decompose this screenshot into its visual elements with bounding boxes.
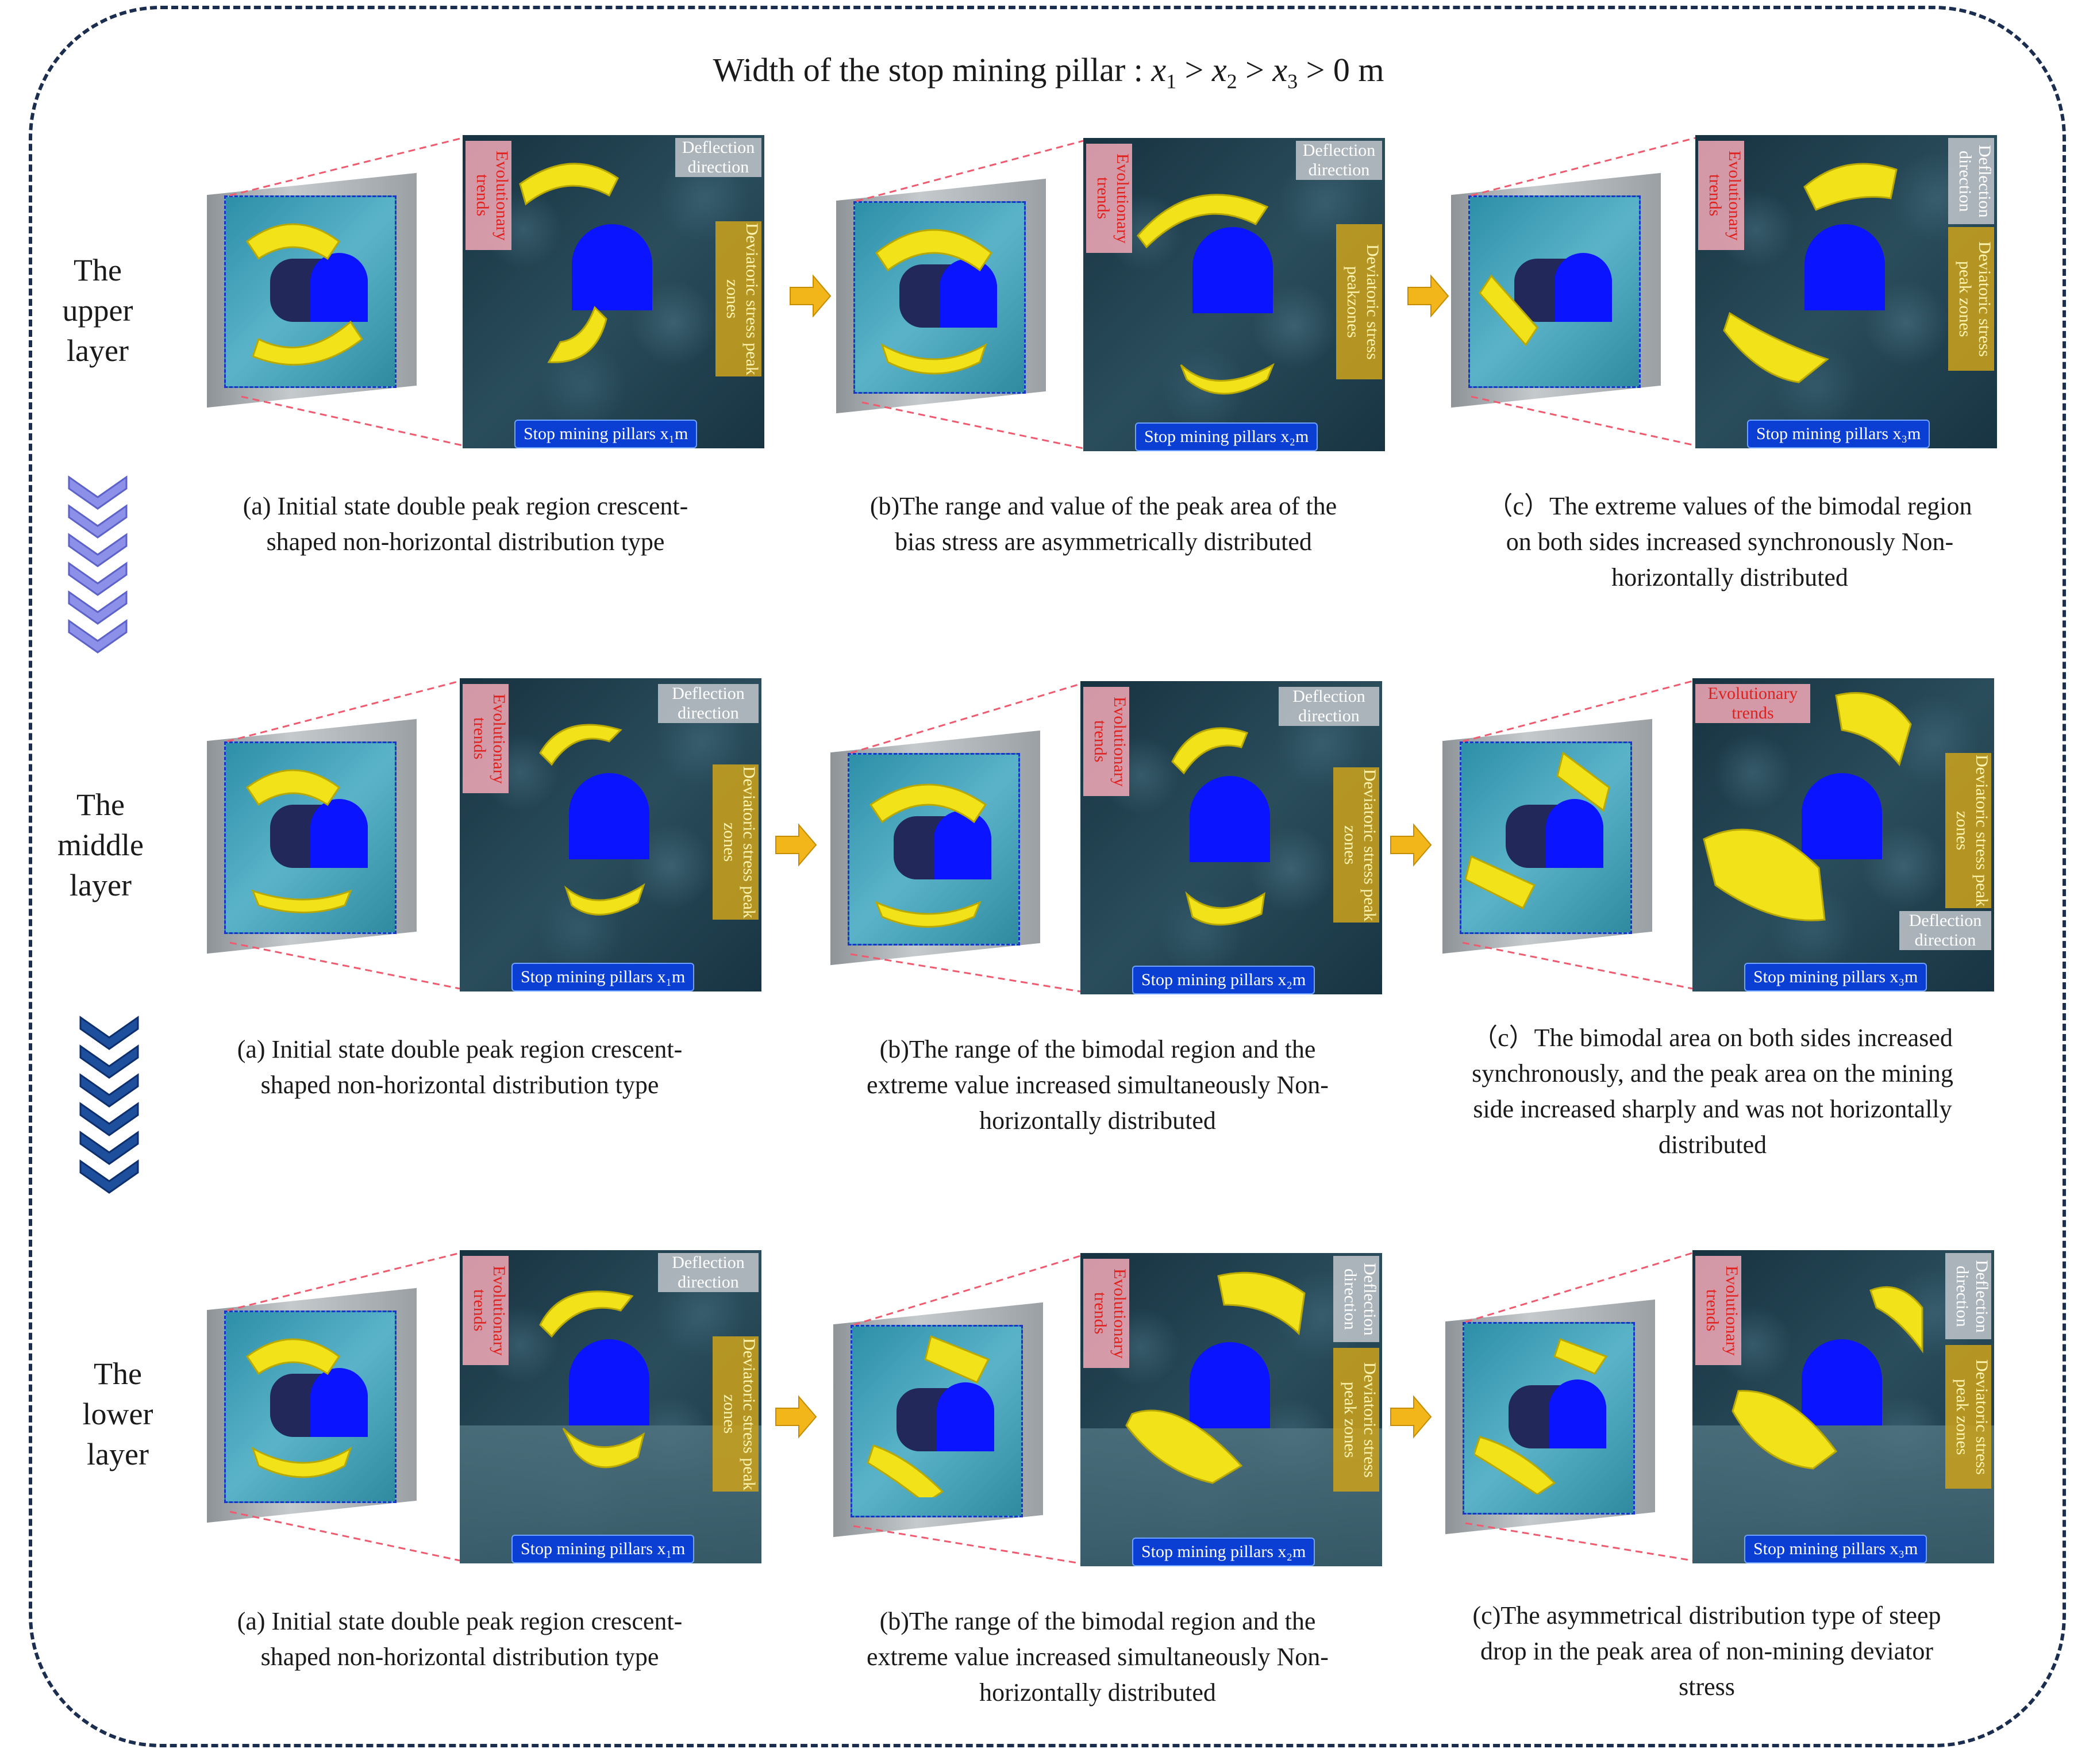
arrow-right-icon bbox=[1390, 823, 1432, 867]
caption-lower-b: (b)The range of the bimodal region and t… bbox=[867, 1607, 1329, 1707]
model-cube bbox=[207, 1288, 417, 1523]
model-cube bbox=[836, 178, 1046, 414]
deflection-direction-label: Deflection direction bbox=[658, 1253, 759, 1292]
layer-label-middle: The middle layer bbox=[57, 787, 144, 902]
chevron-down-icon bbox=[79, 1016, 139, 1194]
stress-panel: Evolutionary trends Deflection direction… bbox=[1080, 681, 1382, 994]
model-cube bbox=[830, 730, 1040, 966]
model-cube bbox=[1442, 718, 1652, 954]
arrow-right-icon bbox=[1390, 1395, 1432, 1439]
stress-panel: Evolutionary trends Deflection direction… bbox=[460, 678, 761, 991]
evolutionary-trends-label: Evolutionary trends bbox=[1083, 687, 1129, 796]
deflection-direction-label: Deflection direction bbox=[1296, 141, 1382, 180]
pillar-width-badge: Stop mining pillars x₁m bbox=[511, 1535, 695, 1563]
pillar-width-badge: Stop mining pillars x₃m bbox=[1744, 1535, 1927, 1563]
deflection-direction-label: Deflection direction bbox=[1948, 138, 1994, 224]
deviatoric-stress-label: Deviatoric stress peak zones bbox=[1948, 227, 1994, 371]
pillar-width-badge: Stop mining pillars x₂m bbox=[1132, 966, 1315, 994]
evolutionary-trends-label: Evolutionary trends bbox=[1695, 684, 1810, 723]
pillar-width-badge: Stop mining pillars x₃m bbox=[1744, 963, 1927, 991]
caption-upper-b: (b)The range and value of the peak area … bbox=[869, 492, 1337, 556]
deviatoric-stress-label: Deviatoric stress peak zones bbox=[1333, 767, 1379, 923]
deviatoric-stress-label: Deviatoric stress peak zones bbox=[1945, 753, 1991, 908]
deflection-direction-label: Deflection direction bbox=[1945, 1253, 1991, 1339]
stress-panel: Evolutionary trends Deflection direction… bbox=[1080, 1253, 1382, 1566]
deflection-direction-label: Deflection direction bbox=[1899, 911, 1991, 950]
stress-panel: Evolutionary trends Deflection direction… bbox=[460, 1250, 761, 1563]
deviatoric-stress-label: Deviatoric stress peakzones bbox=[1336, 224, 1382, 379]
stress-panel: Evolutionary trends Deflection direction… bbox=[1692, 1250, 1994, 1563]
deviatoric-stress-label: Deviatoric stress peak zones bbox=[1333, 1348, 1379, 1492]
caption-upper-a: (a) Initial state double peak region cre… bbox=[243, 492, 688, 556]
deviatoric-stress-label: Deviatoric stress peak zones bbox=[713, 764, 759, 920]
arrow-right-icon bbox=[775, 823, 817, 867]
caption-middle-b: (b)The range of the bimodal region and t… bbox=[867, 1035, 1329, 1135]
caption-upper-c: （c）The extreme values of the bimodal reg… bbox=[1487, 492, 1972, 591]
arrow-right-icon bbox=[1407, 274, 1449, 318]
layer-label-lower: The lower layer bbox=[82, 1356, 153, 1471]
evolutionary-trends-label: Evolutionary trends bbox=[1695, 1256, 1741, 1365]
deviatoric-stress-label: Deviatoric stress peak zones bbox=[715, 221, 761, 376]
evolutionary-trends-label: Evolutionary trends bbox=[463, 1256, 509, 1365]
pillar-width-badge: Stop mining pillars x₂m bbox=[1132, 1538, 1315, 1566]
deviatoric-stress-label: Deviatoric stress peak zones bbox=[1945, 1345, 1991, 1489]
arrow-right-icon bbox=[790, 274, 832, 318]
pillar-width-badge: Stop mining pillars x₂m bbox=[1135, 422, 1318, 451]
stress-panel: Evolutionary trends Deflection direction… bbox=[463, 135, 764, 448]
figure-title: Width of the stop mining pillar : x1 > x… bbox=[713, 51, 1384, 93]
model-cube bbox=[1445, 1299, 1655, 1535]
deflection-direction-label: Deflection direction bbox=[1333, 1256, 1379, 1342]
dashed-frame bbox=[29, 6, 2066, 1747]
model-cube bbox=[207, 172, 417, 408]
evolutionary-trends-label: Evolutionary trends bbox=[465, 141, 511, 250]
caption-middle-c: （c）The bimodal area on both sides increa… bbox=[1472, 1024, 1953, 1159]
arrow-right-icon bbox=[775, 1395, 817, 1439]
deviatoric-stress-label: Deviatoric stress peak zones bbox=[713, 1336, 759, 1492]
deflection-direction-label: Deflection direction bbox=[1279, 687, 1379, 726]
stress-panel: Evolutionary trends Deflection direction… bbox=[1083, 138, 1385, 451]
caption-middle-a: (a) Initial state double peak region cre… bbox=[237, 1035, 683, 1099]
pillar-width-badge: Stop mining pillars x₁m bbox=[511, 963, 695, 991]
stress-panel: Evolutionary trends Deviatoric stress pe… bbox=[1692, 678, 1994, 991]
model-cube bbox=[833, 1302, 1043, 1538]
layer-label-upper: The upper layer bbox=[62, 253, 133, 368]
evolutionary-trends-label: Evolutionary trends bbox=[463, 684, 509, 793]
chevron-down-icon bbox=[68, 475, 128, 654]
pillar-width-badge: Stop mining pillars x₁m bbox=[514, 420, 698, 448]
evolutionary-trends-label: Evolutionary trends bbox=[1083, 1259, 1129, 1368]
evolutionary-trends-label: Evolutionary trends bbox=[1698, 141, 1744, 250]
deflection-direction-label: Deflection direction bbox=[675, 138, 761, 177]
model-cube bbox=[207, 718, 417, 954]
pillar-width-badge: Stop mining pillars x₃m bbox=[1747, 420, 1930, 448]
evolutionary-trends-label: Evolutionary trends bbox=[1086, 144, 1132, 253]
caption-lower-a: (a) Initial state double peak region cre… bbox=[237, 1607, 683, 1671]
deflection-direction-label: Deflection direction bbox=[658, 684, 759, 723]
model-cube bbox=[1451, 172, 1661, 408]
caption-lower-c: (c)The asymmetrical distribution type of… bbox=[1472, 1601, 1941, 1701]
stress-panel: Evolutionary trends Deflection direction… bbox=[1695, 135, 1997, 448]
